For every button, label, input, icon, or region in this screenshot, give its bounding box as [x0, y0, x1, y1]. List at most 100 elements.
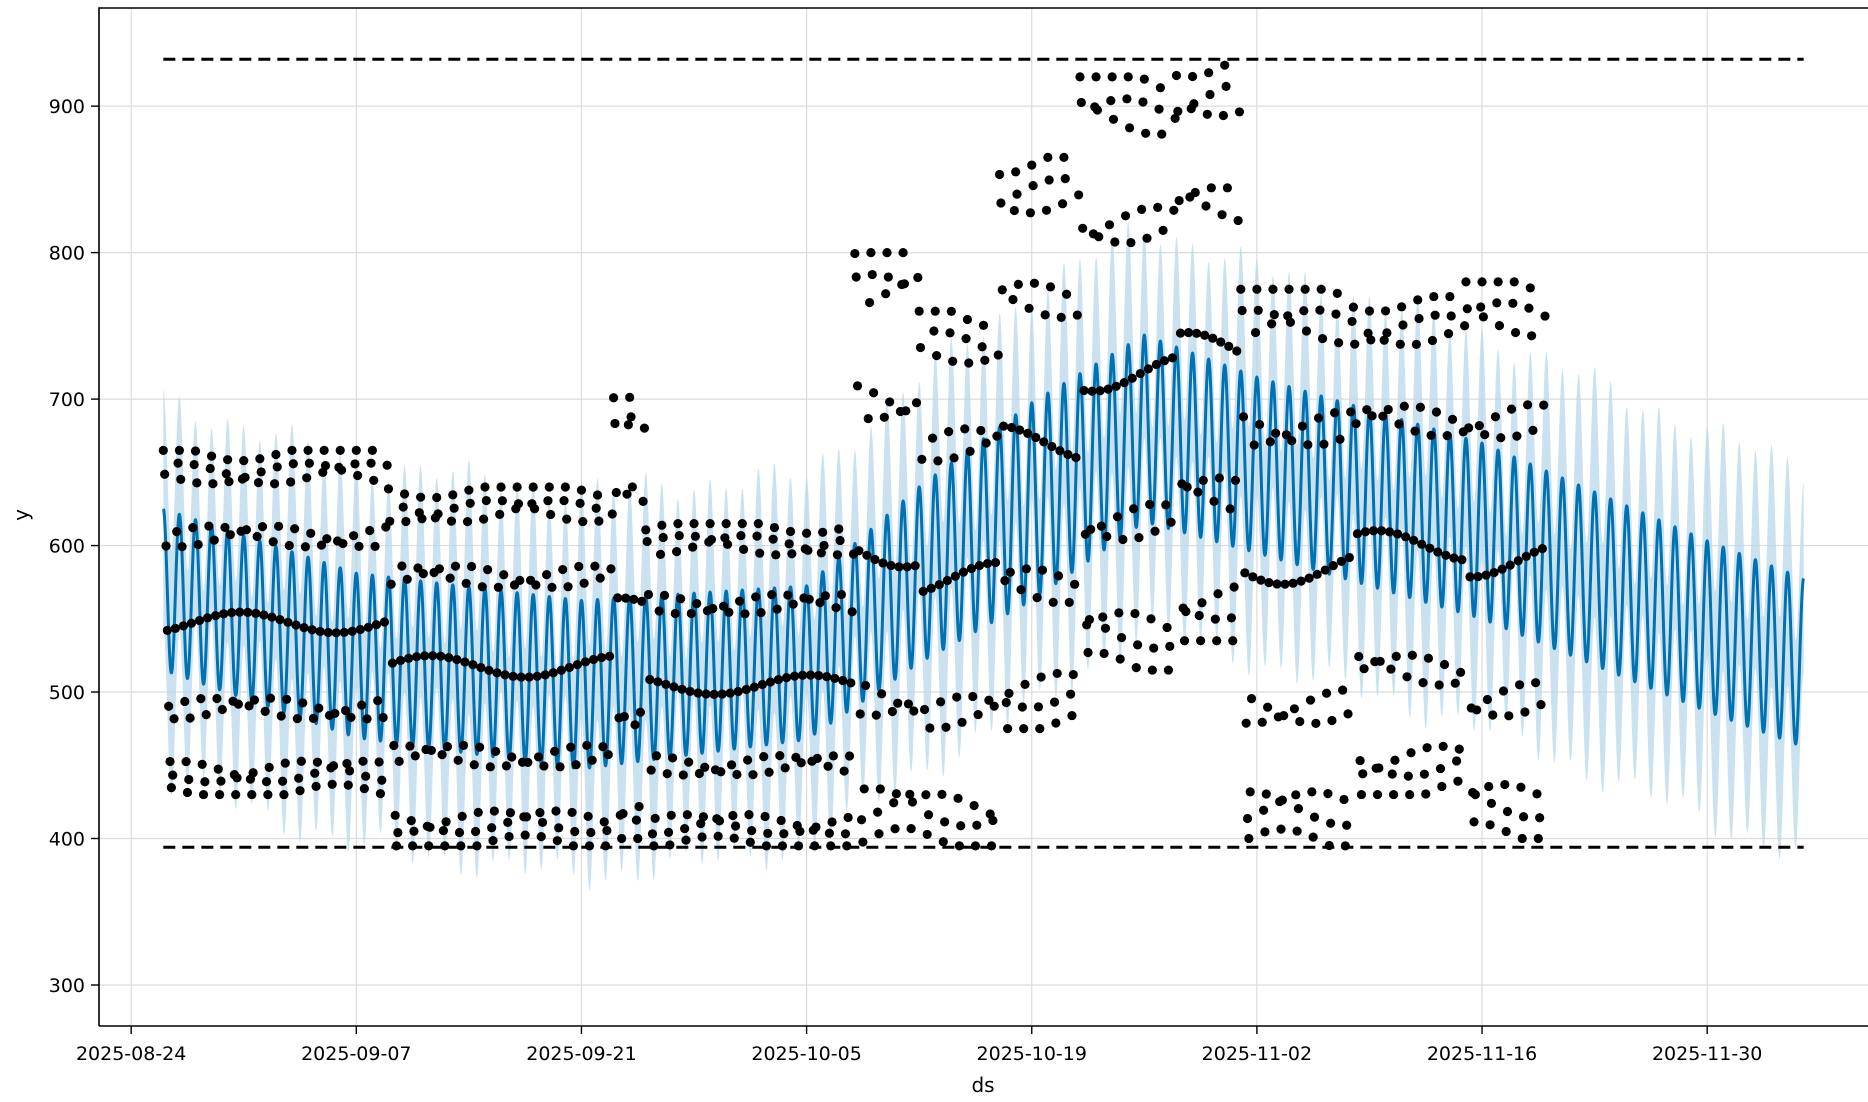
observation-point — [651, 751, 662, 761]
observation-point — [1351, 419, 1361, 429]
observation-point — [1516, 782, 1526, 792]
observation-point — [1433, 547, 1443, 557]
observation-point — [1497, 564, 1507, 574]
y-tick-label: 700 — [49, 389, 85, 411]
observation-point — [1330, 408, 1340, 418]
observation-point — [858, 837, 868, 847]
observation-point — [481, 495, 491, 506]
observation-point — [1209, 496, 1219, 506]
observation-point — [319, 445, 329, 455]
observation-point — [1520, 707, 1530, 717]
observation-point — [621, 593, 631, 603]
observation-point — [1205, 89, 1215, 100]
observation-point — [1500, 779, 1510, 790]
observation-point — [308, 713, 319, 723]
observation-point — [631, 815, 642, 825]
observation-point — [307, 625, 317, 635]
observation-point — [449, 503, 459, 513]
observation-point — [1129, 504, 1139, 514]
observation-point — [532, 671, 542, 681]
observation-point — [1196, 636, 1206, 646]
observation-point — [1229, 582, 1239, 592]
observation-point — [276, 711, 286, 721]
observation-point — [767, 590, 777, 600]
observation-point — [1305, 695, 1316, 705]
observation-point — [1315, 305, 1325, 315]
observation-point — [294, 773, 304, 783]
observation-point — [1473, 571, 1483, 582]
observation-point — [629, 594, 639, 604]
observation-point — [625, 392, 635, 402]
observation-point — [288, 459, 298, 469]
observation-point — [247, 789, 257, 800]
observation-point — [1242, 813, 1253, 824]
observation-point — [339, 627, 349, 637]
observation-point — [1414, 313, 1424, 324]
observation-point — [302, 473, 312, 483]
observation-point — [732, 769, 742, 780]
observation-point — [1237, 305, 1247, 316]
observation-point — [838, 675, 848, 686]
observation-point — [398, 502, 408, 512]
observation-point — [740, 609, 750, 619]
observation-point — [436, 651, 446, 661]
observation-point — [1202, 109, 1212, 119]
observation-point — [1382, 328, 1392, 338]
observation-point — [513, 499, 524, 509]
observation-point — [268, 537, 278, 547]
observation-point — [745, 837, 755, 847]
observation-point — [898, 248, 908, 258]
observation-point — [1028, 181, 1038, 191]
observation-point — [1498, 686, 1509, 696]
observation-point — [1075, 72, 1085, 82]
observation-point — [901, 406, 911, 416]
observation-point — [1502, 806, 1513, 817]
observation-point — [1220, 60, 1230, 70]
observation-point — [578, 517, 588, 527]
observation-point — [1493, 277, 1503, 287]
observation-point — [984, 695, 994, 705]
observation-point — [476, 662, 486, 673]
observation-point — [310, 768, 320, 778]
observation-point — [1213, 589, 1223, 599]
observation-point — [1084, 614, 1094, 625]
observation-point — [432, 492, 442, 503]
observation-point — [215, 789, 225, 800]
observation-point — [1284, 284, 1294, 294]
observation-point — [537, 817, 548, 828]
observation-point — [875, 784, 885, 794]
observation-point — [747, 825, 757, 836]
observation-point — [929, 326, 939, 336]
observation-point — [1442, 431, 1452, 441]
observation-point — [655, 549, 666, 559]
observation-point — [1039, 437, 1049, 447]
observation-point — [1485, 820, 1495, 830]
observation-point — [1494, 321, 1505, 331]
observation-point — [744, 810, 754, 820]
observation-point — [401, 516, 411, 527]
observation-point — [441, 817, 451, 827]
observation-point — [1015, 425, 1025, 435]
observation-point — [1106, 96, 1116, 106]
observation-point — [931, 351, 942, 361]
observation-point — [685, 686, 695, 696]
observation-point — [726, 760, 737, 770]
observation-point — [693, 688, 703, 698]
x-tick-label: 2025-11-02 — [1202, 1043, 1312, 1065]
observation-point — [1453, 776, 1463, 786]
observation-point — [1056, 312, 1066, 322]
observation-point — [1225, 504, 1235, 514]
observation-point — [397, 561, 407, 571]
observation-point — [1167, 353, 1178, 363]
observation-point — [623, 420, 633, 430]
observation-point — [682, 810, 692, 820]
observation-point — [956, 821, 966, 831]
observation-point — [881, 289, 891, 299]
observation-point — [338, 538, 348, 549]
observation-point — [678, 770, 688, 780]
observation-point — [336, 465, 347, 475]
observation-point — [465, 498, 475, 508]
observation-point — [1111, 381, 1121, 391]
y-tick-label: 800 — [49, 243, 85, 265]
